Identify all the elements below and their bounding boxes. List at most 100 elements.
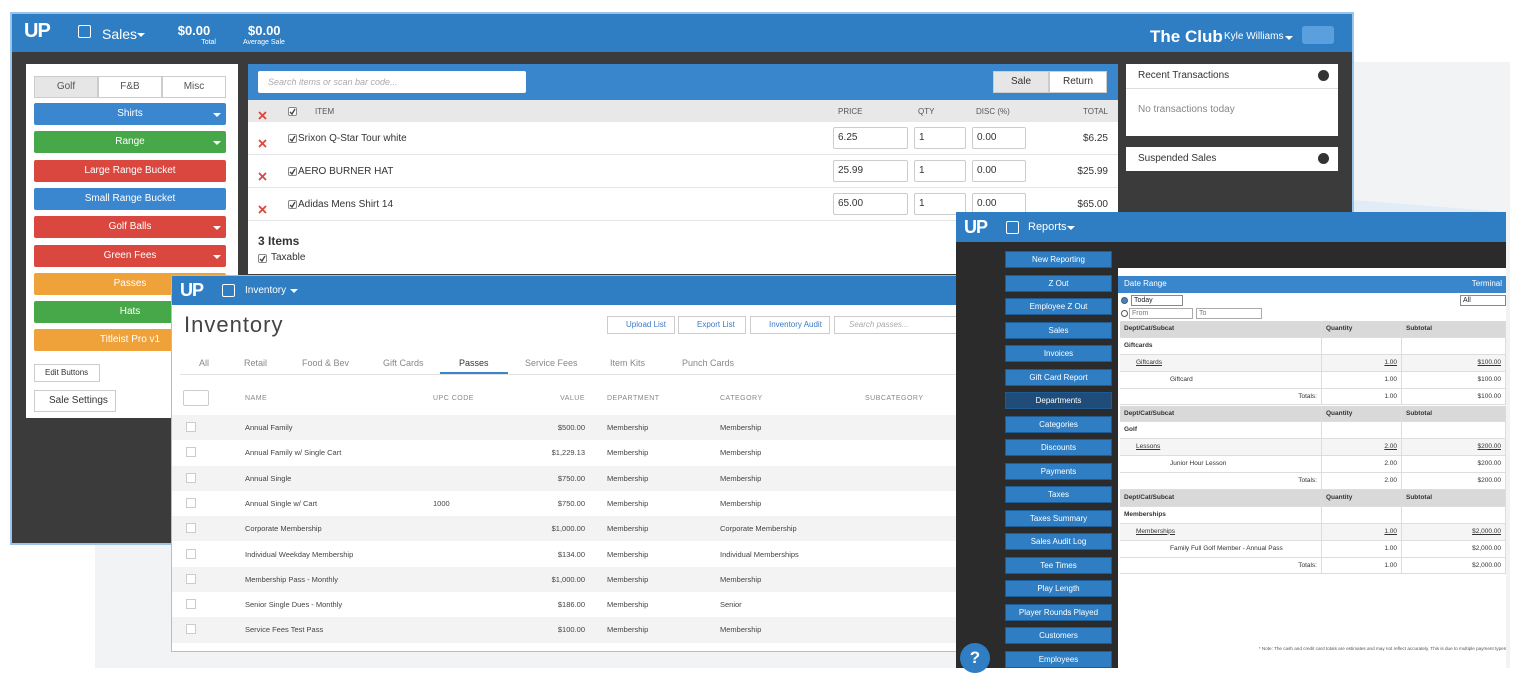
- row-checkbox[interactable]: [186, 497, 196, 508]
- radio[interactable]: [1121, 310, 1128, 317]
- row-checkbox[interactable]: [186, 624, 196, 635]
- report-menu-button[interactable]: Sales: [1005, 321, 1112, 339]
- remove-icon[interactable]: [258, 168, 267, 181]
- period-select[interactable]: Today: [1131, 295, 1183, 306]
- sale-toggle[interactable]: Sale: [993, 71, 1049, 93]
- qty-input[interactable]: 1: [914, 160, 966, 182]
- item-name[interactable]: Annual Single: [245, 473, 292, 483]
- report-menu-button[interactable]: Categories: [1005, 415, 1112, 433]
- inventory-tab[interactable]: Retail: [244, 358, 268, 368]
- report-menu-button[interactable]: Payments: [1005, 462, 1112, 480]
- help-button[interactable]: ?: [960, 643, 990, 673]
- collapse-icon[interactable]: [1318, 70, 1329, 81]
- expand-icon[interactable]: [1318, 153, 1329, 164]
- checkbox[interactable]: [288, 200, 297, 209]
- item-button[interactable]: Golf Balls: [34, 216, 226, 239]
- checkbox[interactable]: [288, 167, 297, 176]
- category-tab[interactable]: F&B: [98, 76, 162, 98]
- item-name[interactable]: Senior Single Dues - Monthly: [245, 600, 343, 610]
- item-button[interactable]: Shirts: [34, 103, 226, 125]
- edit-buttons[interactable]: Edit Buttons: [34, 364, 100, 382]
- module-menu[interactable]: Sales: [102, 26, 138, 42]
- report-menu-button[interactable]: Taxes Summary: [1005, 509, 1112, 527]
- inventory-tab[interactable]: Food & Bev: [302, 358, 350, 368]
- module-menu[interactable]: Inventory: [245, 285, 287, 296]
- inventory-tab[interactable]: Punch Cards: [682, 358, 735, 368]
- price-input[interactable]: 6.25: [833, 127, 908, 149]
- item-name[interactable]: Annual Family: [245, 423, 293, 432]
- checkbox[interactable]: [288, 107, 297, 116]
- group-name: Golf: [1120, 422, 1322, 440]
- remove-icon[interactable]: [258, 107, 267, 120]
- report-menu-button[interactable]: Z Out: [1005, 274, 1112, 292]
- report-menu-button[interactable]: Employees: [1005, 650, 1112, 668]
- inventory-tab[interactable]: Item Kits: [610, 358, 646, 368]
- from-input[interactable]: From: [1129, 308, 1193, 319]
- item-name[interactable]: Annual Single w/ Cart: [245, 498, 318, 508]
- action-button[interactable]: Export List: [678, 316, 746, 334]
- item-name[interactable]: Annual Family w/ Single Cart: [245, 448, 342, 458]
- item-button[interactable]: Large Range Bucket: [34, 159, 226, 182]
- item-name[interactable]: Individual Weekday Membership: [245, 549, 354, 559]
- row-checkbox[interactable]: [186, 548, 196, 559]
- terminal-select[interactable]: All: [1460, 295, 1506, 306]
- module-menu[interactable]: Reports: [1028, 221, 1067, 233]
- inventory-tab[interactable]: Service Fees: [525, 358, 578, 368]
- search-input[interactable]: Search items or scan bar code...: [258, 71, 526, 93]
- report-menu-button[interactable]: Invoices: [1005, 345, 1112, 362]
- inventory-row: [172, 465, 962, 491]
- row-checkbox[interactable]: [186, 523, 196, 534]
- report-menu-button[interactable]: New Reporting: [1005, 251, 1112, 268]
- report-menu-button[interactable]: Employee Z Out: [1005, 298, 1112, 315]
- item-name[interactable]: Service Fees Test Pass: [245, 625, 324, 635]
- row-checkbox[interactable]: [186, 422, 196, 432]
- report-menu-button[interactable]: Taxes: [1005, 486, 1112, 503]
- item-value: $750.00: [557, 473, 585, 483]
- report-menu-button[interactable]: Sales Audit Log: [1005, 533, 1112, 550]
- search-input[interactable]: Search passes...: [834, 316, 960, 334]
- price-input[interactable]: 25.99: [833, 160, 908, 182]
- discount-input[interactable]: 0.00: [972, 127, 1026, 149]
- checkbox[interactable]: [288, 134, 297, 143]
- category-tab[interactable]: Golf: [34, 76, 98, 98]
- row-checkbox[interactable]: [186, 447, 196, 458]
- to-input[interactable]: To: [1196, 308, 1262, 319]
- qty-input[interactable]: 1: [914, 193, 966, 215]
- row-checkbox[interactable]: [186, 599, 196, 610]
- return-toggle[interactable]: Return: [1049, 71, 1107, 93]
- item-button[interactable]: Green Fees: [34, 244, 226, 267]
- action-button[interactable]: Inventory Audit: [750, 316, 830, 334]
- status-button[interactable]: [1302, 26, 1334, 44]
- report-menu-button[interactable]: Departments: [1005, 392, 1112, 409]
- radio[interactable]: [1121, 297, 1128, 304]
- report-menu-button[interactable]: Play Length: [1005, 580, 1112, 597]
- remove-icon[interactable]: [258, 201, 267, 214]
- qty-input[interactable]: 1: [914, 127, 966, 149]
- select-all[interactable]: [183, 390, 209, 406]
- report-menu-button[interactable]: Player Rounds Played: [1005, 603, 1112, 621]
- category-tab[interactable]: Misc: [162, 76, 226, 98]
- sale-settings[interactable]: Sale Settings: [34, 390, 116, 412]
- item-name[interactable]: Corporate Membership: [245, 524, 322, 534]
- remove-icon[interactable]: [258, 135, 267, 148]
- row-checkbox[interactable]: [186, 472, 196, 483]
- action-button[interactable]: Upload List: [607, 316, 675, 334]
- report-menu-button[interactable]: Customers: [1005, 627, 1112, 644]
- row-checkbox[interactable]: [186, 573, 196, 584]
- discount-input[interactable]: 0.00: [972, 160, 1026, 182]
- logo: UP: [964, 217, 988, 237]
- report-menu-button[interactable]: Gift Card Report: [1005, 368, 1112, 386]
- inventory-tab[interactable]: All: [199, 358, 210, 368]
- report-menu-button[interactable]: Discounts: [1005, 439, 1112, 456]
- item-name[interactable]: Membership Pass - Monthly: [245, 574, 338, 584]
- user-menu[interactable]: Kyle Williams: [1224, 31, 1284, 42]
- item-button[interactable]: Small Range Bucket: [34, 187, 226, 210]
- subgroup-name: Lessons: [1120, 439, 1322, 457]
- inventory-tab[interactable]: Passes: [459, 358, 489, 368]
- item-button[interactable]: Range: [34, 131, 226, 154]
- report-menu-button[interactable]: Tee Times: [1005, 556, 1112, 574]
- checkbox[interactable]: [258, 254, 267, 263]
- inventory-tab[interactable]: Gift Cards: [383, 358, 424, 368]
- price-input[interactable]: 65.00: [833, 193, 908, 215]
- check-glyph: [289, 108, 296, 115]
